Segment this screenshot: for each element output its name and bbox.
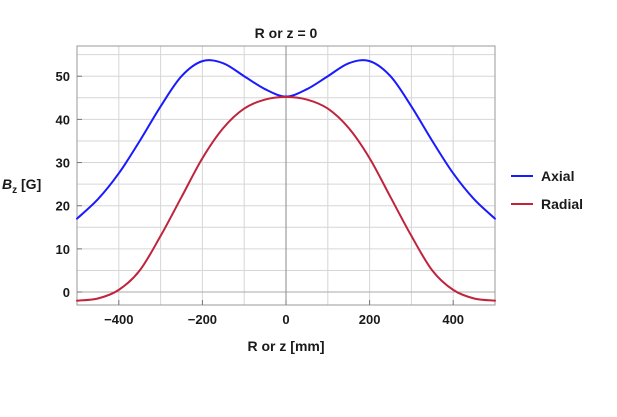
chart-title: R or z = 0 (255, 25, 318, 41)
x-tick-label: 400 (442, 312, 464, 327)
y-axis-label-symbol: B (2, 176, 12, 192)
series-line-radial (76, 95, 496, 302)
legend-label-radial: Radial (541, 196, 583, 212)
y-tick-label: 20 (56, 199, 70, 214)
y-tick-label: 10 (56, 242, 70, 257)
legend: Axial Radial (511, 168, 583, 212)
y-tick-label: 40 (56, 112, 70, 127)
x-tick-label: 200 (359, 312, 381, 327)
axes (77, 46, 495, 305)
x-axis-label: R or z [mm] (248, 338, 325, 354)
y-tick-label: 50 (56, 69, 70, 84)
x-tick-label: −400 (104, 312, 133, 327)
y-tick-label: 30 (56, 156, 70, 171)
series-lines (76, 59, 496, 302)
y-axis-label-subscript: z (12, 185, 17, 196)
y-tick-label: 0 (63, 285, 70, 300)
y-axis-label: Bz [G] (2, 176, 41, 196)
tick-labels: −400 −200 0 200 400 0 10 20 30 40 50 (56, 69, 465, 327)
x-tick-label: 0 (282, 312, 289, 327)
y-axis-label-unit: [G] (17, 176, 41, 192)
legend-label-axial: Axial (541, 168, 574, 184)
x-tick-label: −200 (188, 312, 217, 327)
